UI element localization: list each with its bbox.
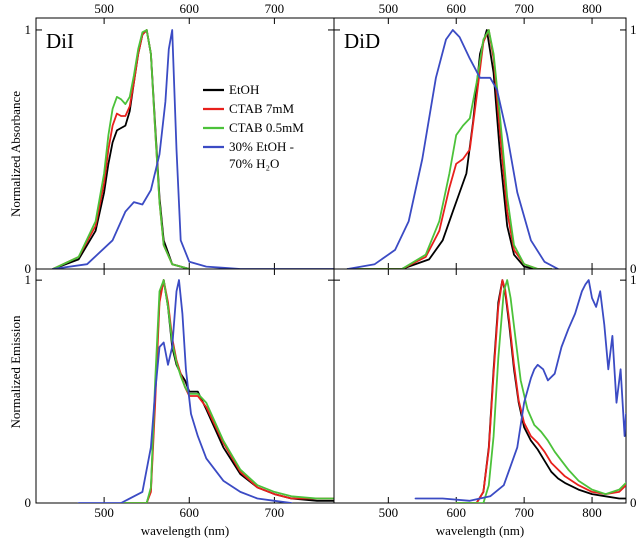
legend-entry: CTAB 7mM <box>203 101 294 116</box>
x-tick-label: 800 <box>582 505 602 520</box>
legend-label: EtOH <box>229 82 259 97</box>
ylabel-emission: Normalized Emission <box>8 315 23 429</box>
series-line-1 <box>52 29 191 269</box>
series-line-0 <box>346 29 553 269</box>
legend-entry: CTAB 0.5mM <box>203 120 304 135</box>
x-tick-label-top: 600 <box>180 1 200 16</box>
legend-label: CTAB 7mM <box>229 101 294 116</box>
legend-label: 70% H₂O <box>229 156 279 171</box>
series-line-0 <box>52 29 191 269</box>
panel-em-dii: 500 600 700 0 1 wavelength (nm) <box>25 268 335 538</box>
series-line-1 <box>455 279 626 503</box>
x-tick-label-top: 500 <box>94 1 114 16</box>
y-tick-label: 1 <box>25 22 32 37</box>
series-line-0 <box>455 279 626 503</box>
series-line-2 <box>52 29 191 269</box>
x-tick-label-top: 800 <box>582 1 602 16</box>
legend: EtOH CTAB 7mM CTAB 0.5mM 30% EtOH - 70% H₂O <box>203 82 304 171</box>
y-tick-label: 0 <box>25 495 32 510</box>
y-tick-label-right: 1 <box>630 272 637 287</box>
x-tick-label: 500 <box>94 505 114 520</box>
x-tick-label-top: 700 <box>514 1 534 16</box>
panel-frame <box>333 268 627 504</box>
x-tick-label: 500 <box>379 505 399 520</box>
ylabel-absorbance: Normalized Absorbance <box>8 91 23 217</box>
series-line-3 <box>414 279 626 502</box>
legend-label: 30% EtOH - <box>229 139 294 154</box>
series-line-2 <box>120 279 334 503</box>
series-line-2 <box>455 279 626 503</box>
x-tick-label: 700 <box>514 505 534 520</box>
panel-abs-did: 500 600 700 800 0 1 DiD <box>333 1 637 276</box>
series-line-2 <box>346 29 553 269</box>
x-tick-label: 700 <box>265 505 285 520</box>
legend-entry: EtOH <box>203 82 259 97</box>
series-line-1 <box>120 279 334 503</box>
x-tick-label-top: 600 <box>446 1 466 16</box>
x-axis-label: wavelength (nm) <box>436 523 524 538</box>
x-tick-label: 600 <box>446 505 466 520</box>
x-tick-label-top: 500 <box>379 1 399 16</box>
series-line-3 <box>77 279 293 503</box>
x-tick-label-top: 700 <box>265 1 285 16</box>
series-line-0 <box>120 279 334 503</box>
panel-title: DiD <box>344 29 380 53</box>
panel-em-did: 500 600 700 800 0 1 wavelength (nm) <box>333 268 637 538</box>
series-line-3 <box>346 29 559 269</box>
legend-label: CTAB 0.5mM <box>229 120 304 135</box>
y-tick-label: 1 <box>25 272 32 287</box>
y-tick-label-right: 0 <box>630 495 637 510</box>
y-tick-label-right: 0 <box>630 261 637 276</box>
legend-entry: 30% EtOH - 70% H₂O <box>203 139 294 171</box>
x-axis-label: wavelength (nm) <box>141 523 229 538</box>
y-tick-label: 0 <box>25 261 32 276</box>
y-tick-label-right: 1 <box>630 22 637 37</box>
series-line-1 <box>346 29 553 269</box>
series-line-3 <box>52 29 334 269</box>
panel-title: DiI <box>46 29 74 53</box>
x-tick-label: 600 <box>180 505 200 520</box>
